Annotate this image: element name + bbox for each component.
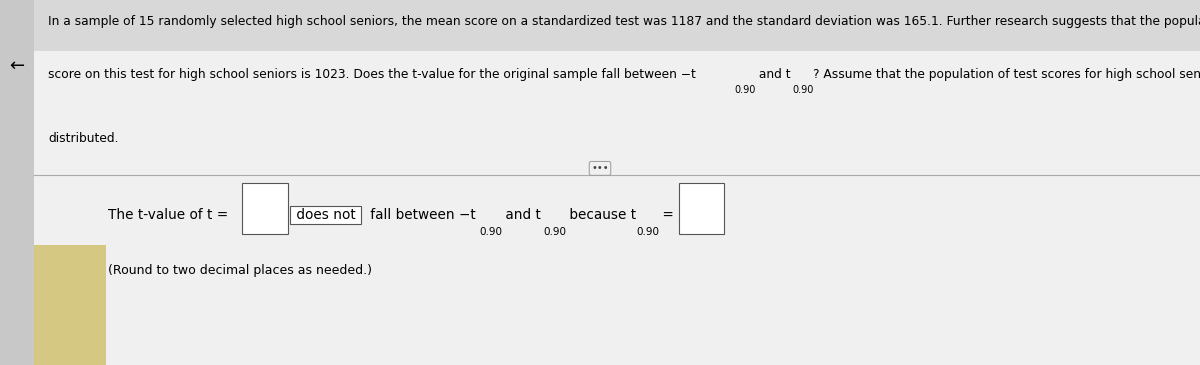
Text: =: = xyxy=(658,208,678,222)
Bar xyxy=(242,182,288,234)
Text: ? Assume that the population of test scores for high school seniors is normally: ? Assume that the population of test sco… xyxy=(812,69,1200,81)
Text: distributed.: distributed. xyxy=(48,132,119,145)
Text: and t: and t xyxy=(755,69,791,81)
Text: fall between −t: fall between −t xyxy=(366,208,476,222)
Text: and t: and t xyxy=(500,208,541,222)
Text: The t-value of t =: The t-value of t = xyxy=(108,208,233,222)
Text: •••: ••• xyxy=(592,164,608,173)
Text: ←: ← xyxy=(10,57,24,75)
Text: 0.90: 0.90 xyxy=(636,227,659,237)
Text: score on this test for high school seniors is 1023. Does the t-value for the ori: score on this test for high school senio… xyxy=(48,69,696,81)
Text: 0.90: 0.90 xyxy=(479,227,503,237)
Bar xyxy=(0,0,34,365)
Text: (Round to two decimal places as needed.): (Round to two decimal places as needed.) xyxy=(108,264,372,277)
Text: 0.90: 0.90 xyxy=(793,85,814,95)
Text: because t: because t xyxy=(565,208,636,222)
Text: 0.90: 0.90 xyxy=(734,85,756,95)
Bar xyxy=(34,245,106,365)
Text: does not: does not xyxy=(292,208,360,222)
Bar xyxy=(34,0,1200,51)
Text: 0.90: 0.90 xyxy=(544,227,566,237)
Text: In a sample of 15 randomly selected high school seniors, the mean score on a sta: In a sample of 15 randomly selected high… xyxy=(48,15,1200,28)
Bar xyxy=(679,182,725,234)
